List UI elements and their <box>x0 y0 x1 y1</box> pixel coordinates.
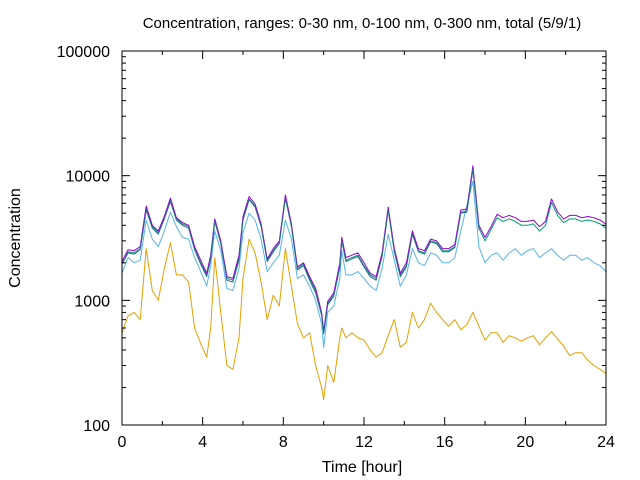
y-tick-label: 1000 <box>74 293 110 310</box>
y-axis-title: Concentration <box>7 188 24 288</box>
x-tick-label: 12 <box>355 434 373 451</box>
chart-title: Concentration, ranges: 0-30 nm, 0-100 nm… <box>143 15 582 32</box>
series-line-3 <box>121 167 607 334</box>
plot-frame <box>121 50 607 426</box>
series-line-1 <box>121 238 607 401</box>
y-tick-label: 10000 <box>66 169 111 186</box>
series-line-4 <box>121 165 607 332</box>
x-tick-label: 4 <box>198 434 207 451</box>
x-tick-label: 8 <box>279 434 288 451</box>
series-layer <box>121 165 607 401</box>
ticks-layer: 0 4 8 12 16 20 24 100 1000 10000 100000 <box>57 44 615 451</box>
y-tick-label: 100 <box>83 418 110 435</box>
series-line-5 <box>121 168 480 335</box>
x-axis-title: Time [hour] <box>322 459 402 476</box>
series-line-2 <box>121 180 607 348</box>
x-tick-label: 0 <box>118 434 127 451</box>
y-tick-label: 100000 <box>57 44 110 61</box>
x-tick-label: 16 <box>436 434 454 451</box>
x-tick-label: 24 <box>597 434 615 451</box>
x-tick-label: 20 <box>516 434 534 451</box>
